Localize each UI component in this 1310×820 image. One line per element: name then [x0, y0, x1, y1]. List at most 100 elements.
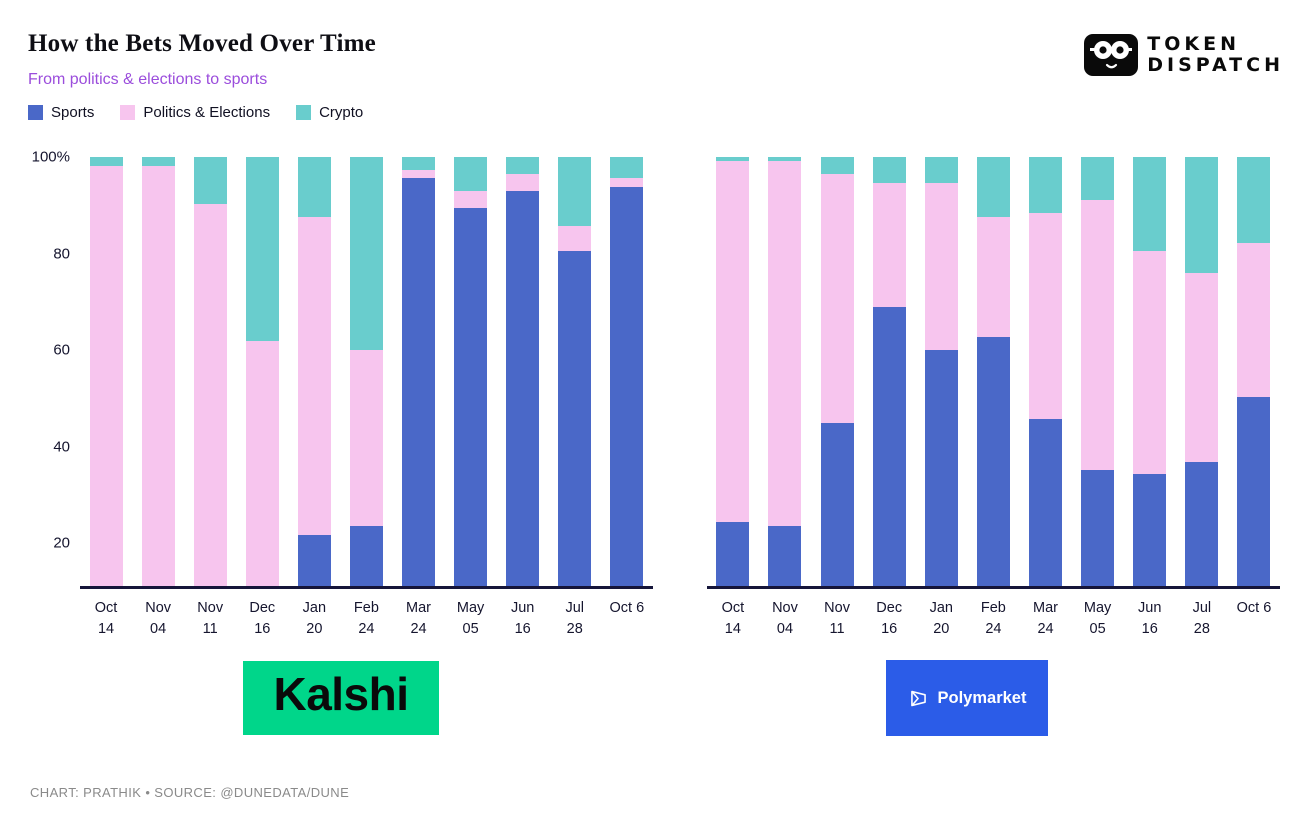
y-tick-60: 60: [53, 341, 70, 359]
x-label-dec-16: Dec 16: [249, 600, 276, 638]
legend-label: Sports: [51, 104, 95, 121]
bar-segment-politics-elections: [1081, 199, 1115, 471]
kalshi-plot-column: Oct 14 Nov 04 Nov 11 Dec 16 Jan 20 Feb 24 Mar 24 May 05…: [80, 157, 653, 640]
brand-badges-row: Kalshi Polymarket: [0, 660, 1310, 737]
bar-slot-jun-16: [1124, 157, 1176, 586]
stacked-bar-jul-28: [558, 157, 592, 586]
bar-segment-sports: [872, 307, 906, 586]
stacked-bar-oct-14: [716, 157, 750, 586]
bar-segment-politics-elections: [924, 182, 958, 351]
bar-segment-politics-elections: [245, 341, 279, 586]
bar-segment-politics-elections: [768, 161, 802, 526]
bar-segment-politics-elections: [193, 204, 227, 586]
bar-segment-politics-elections: [506, 174, 540, 192]
bar-segment-sports: [976, 337, 1010, 586]
stacked-bar-dec-16: [245, 157, 279, 586]
charts-row: 100% 80 60 40 20 Oct 14 Nov 04 Nov 11 Dec 16 Jan 20 Fe…: [0, 149, 1310, 640]
kalshi-badge-container: Kalshi: [28, 660, 654, 736]
x-label-may-05: May 05: [1083, 600, 1112, 638]
stacked-bar-mar-24: [1029, 157, 1062, 586]
page-subtitle: From politics & elections to sports: [28, 71, 268, 88]
bar-segment-crypto: [297, 157, 331, 218]
stacked-bar-jun-16: [506, 157, 540, 586]
x-label-mar-24: Mar 24: [406, 600, 431, 638]
bar-segment-politics-elections: [610, 178, 644, 188]
bar-segment-sports: [297, 534, 331, 586]
bar-segment-politics-elections: [1185, 272, 1219, 462]
page-title: How the Bets Moved Over Time: [28, 30, 376, 57]
bar-segment-sports: [1133, 474, 1167, 586]
stacked-bar-jan-20: [297, 157, 331, 586]
bar-segment-crypto: [872, 157, 906, 183]
bar-segment-sports: [768, 525, 802, 586]
stacked-bar-may-05: [454, 157, 488, 586]
y-tick-100: 100%: [31, 148, 70, 166]
bar-segment-sports: [1185, 461, 1219, 586]
bar-segment-crypto: [1029, 157, 1062, 213]
stacked-bar-nov-11: [820, 157, 854, 586]
legend-swatch-sports: [28, 105, 43, 120]
header: How the Bets Moved Over Time From politi…: [0, 0, 1310, 121]
x-label-feb-24: Feb 24: [353, 600, 379, 638]
bar-segment-sports: [402, 178, 435, 586]
bar-slot-jan-20: [288, 157, 340, 586]
y-tick-80: 80: [53, 245, 70, 263]
bar-slot-jul-28: [1176, 157, 1228, 586]
legend-swatch-crypto: [296, 105, 312, 120]
bar-segment-sports: [716, 521, 750, 586]
bar-segment-crypto: [141, 157, 175, 166]
bar-segment-sports: [820, 422, 854, 586]
polymarket-chart: Oct 14 Nov 04 Nov 11 Dec 16 Jan 20 Feb 24 Mar 24 May 05…: [706, 157, 1280, 640]
stacked-bar-nov-04: [768, 157, 802, 586]
y-tick-40: 40: [53, 438, 70, 456]
kalshi-x-axis-labels: Oct 14 Nov 04 Nov 11 Dec 16 Jan 20 Feb 24 Mar 24 May 05…: [80, 598, 653, 640]
bar-slot-mar-24: [1019, 157, 1071, 586]
polymarket-logo-badge: Polymarket: [885, 660, 1049, 737]
bar-segment-crypto: [349, 157, 383, 351]
bar-segment-politics-elections: [820, 174, 854, 423]
bar-slot-may-05: [445, 157, 497, 586]
x-label-oct-14: Oct 14: [721, 600, 745, 638]
y-axis: 100% 80 60 40 20: [28, 149, 80, 640]
bar-segment-politics-elections: [716, 161, 750, 522]
bar-segment-politics-elections: [454, 191, 488, 209]
bar-slot-jul-28: [549, 157, 601, 586]
x-label-jan-20: Jan 20: [929, 600, 953, 638]
bar-segment-crypto: [454, 157, 488, 192]
bar-slot-oct-14: [707, 157, 759, 586]
stacked-bar-mar-24: [402, 157, 435, 586]
stacked-bar-jan-20: [924, 157, 958, 586]
stacked-bar-nov-11: [193, 157, 227, 586]
x-label-nov-11: Nov 11: [824, 600, 850, 638]
bar-segment-crypto: [245, 157, 279, 342]
stacked-bar-feb-24: [976, 157, 1010, 586]
x-label-dec-16: Dec 16: [876, 600, 903, 638]
polymarket-label: Polymarket: [937, 688, 1027, 707]
x-label-oct-6: Oct 6: [609, 600, 645, 616]
x-label-jun-16: Jun 16: [1138, 600, 1162, 638]
bar-slot-nov-04: [132, 157, 184, 586]
polymarket-badge-container: Polymarket: [654, 660, 1280, 737]
bar-segment-crypto: [768, 157, 802, 162]
legend-item-sports: Sports: [28, 104, 94, 121]
bar-slot-jun-16: [497, 157, 549, 586]
polymarket-plot-column: Oct 14 Nov 04 Nov 11 Dec 16 Jan 20 Feb 24 Mar 24 May 05…: [706, 157, 1280, 640]
bar-segment-sports: [454, 208, 488, 586]
legend-label: Politics & Elections: [143, 104, 271, 121]
bar-segment-sports: [506, 191, 540, 586]
owl-icon: [1084, 34, 1139, 77]
stacked-bar-jul-28: [1185, 157, 1219, 586]
bar-segment-crypto: [1081, 157, 1115, 200]
x-label-jul-28: Jul 28: [565, 600, 585, 638]
bar-slot-may-05: [1072, 157, 1124, 586]
x-label-feb-24: Feb 24: [980, 600, 1006, 638]
bar-slot-feb-24: [340, 157, 392, 586]
polymarket-plot-area: [706, 157, 1280, 589]
token-dispatch-wordmark: TOKEN DISPATCH: [1147, 33, 1284, 77]
kalshi-logo-badge: Kalshi: [243, 660, 439, 736]
bar-segment-politics-elections: [402, 169, 435, 179]
bar-segment-crypto: [976, 157, 1010, 218]
polymarket-x-axis-labels: Oct 14 Nov 04 Nov 11 Dec 16 Jan 20 Feb 24 Mar 24 May 05…: [707, 598, 1280, 640]
polymarket-icon: [908, 688, 929, 709]
